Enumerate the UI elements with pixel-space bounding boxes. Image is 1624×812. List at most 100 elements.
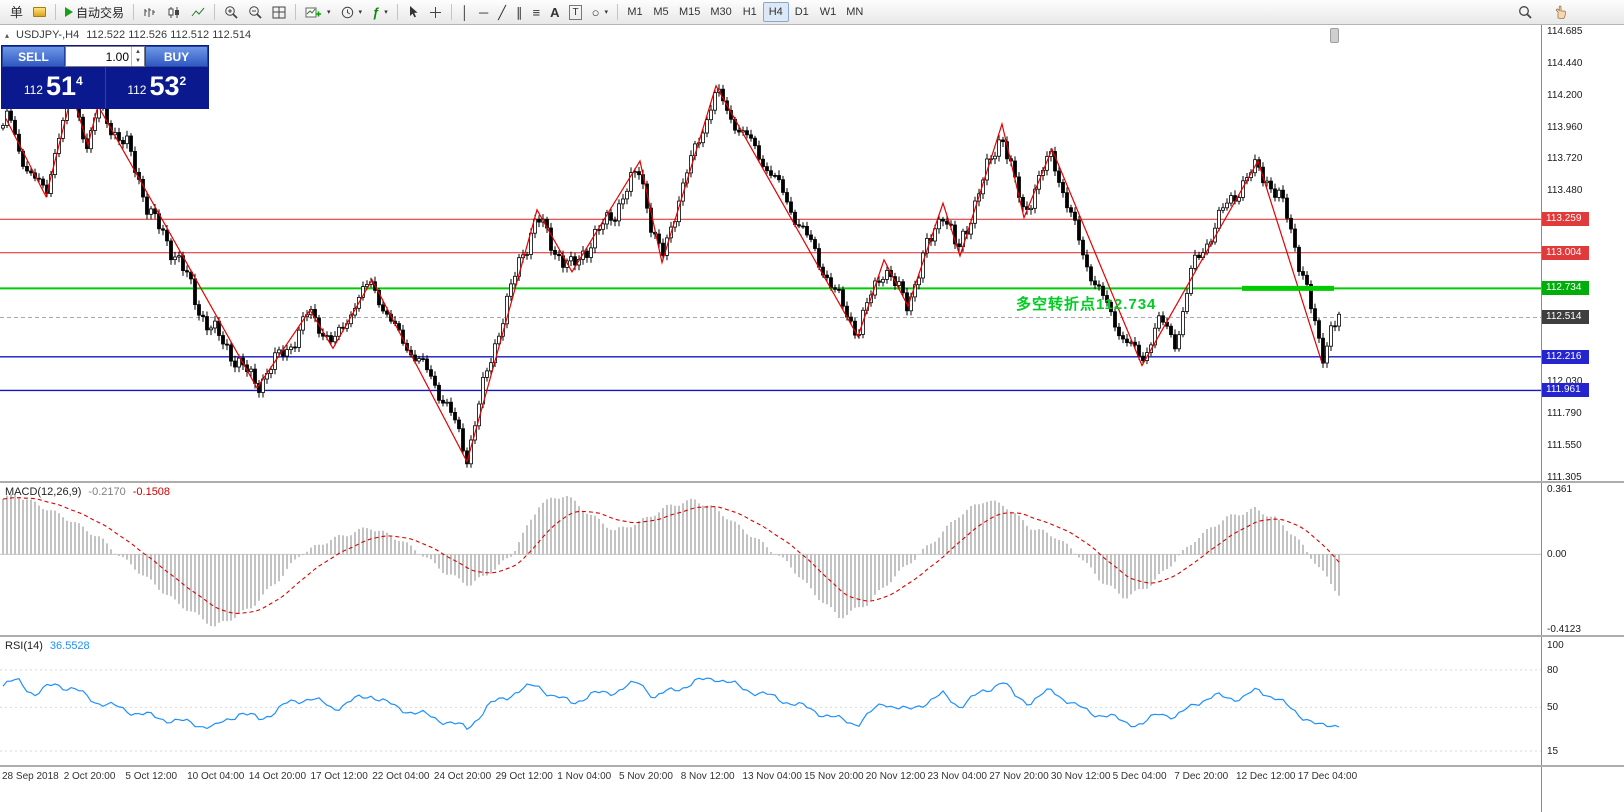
timeframe-button-h4[interactable]: H4 <box>762 2 789 22</box>
hand-cursor-button[interactable] <box>1549 2 1571 22</box>
hand-cursor-icon <box>1555 5 1566 19</box>
timeframe-button-w1[interactable]: W1 <box>819 6 837 18</box>
price-tick-label: 113.720 <box>1547 153 1583 165</box>
buy-price-display[interactable]: 112 53 2 <box>104 67 209 108</box>
macd-pane[interactable]: MACD(12,26,9) -0.2170 -0.1508 <box>0 483 1541 635</box>
rsi-tick-label: 80 <box>1547 664 1559 676</box>
time-tick-label: 30 Nov 12:00 <box>1050 771 1111 782</box>
price-tick-label: 113.960 <box>1547 121 1583 133</box>
cursor-button[interactable] <box>402 2 424 22</box>
rsi-canvas[interactable] <box>0 637 1541 765</box>
toolbar-separator <box>396 4 398 20</box>
time-tick-label: 17 Oct 12:00 <box>310 771 368 782</box>
main-toolbar: 单 自动交易 ▾ ▾ ƒ ▾ │ ─ ╱ ∥ ≡ A T ○ ▾ M1 M5 M15… <box>0 0 1624 25</box>
price-chart-pane[interactable]: ▴ USDJPY-,H4 112.522 112.526 112.512 112… <box>0 25 1541 481</box>
label-tool-button[interactable]: T <box>564 2 586 22</box>
volume-stepper: ▲ ▼ <box>131 47 144 66</box>
volume-value[interactable]: 1.00 <box>105 49 129 64</box>
search-button[interactable] <box>1513 2 1537 22</box>
macd-canvas[interactable] <box>0 483 1541 635</box>
collapse-arrow-icon[interactable]: ▴ <box>5 30 10 40</box>
zoom-in-button[interactable] <box>219 2 243 22</box>
workspace: ▴ USDJPY-,H4 112.522 112.526 112.512 112… <box>0 25 1624 812</box>
buy-price-big: 53 <box>149 71 180 101</box>
timeframe-button-m1[interactable]: M1 <box>627 6 643 18</box>
tile-windows-button[interactable] <box>267 2 291 22</box>
rsi-tick-label: 50 <box>1547 702 1559 714</box>
timeframe-button-d1[interactable]: D1 <box>794 6 809 18</box>
time-tick-label: 5 Oct 12:00 <box>125 771 178 782</box>
fibonacci-button[interactable]: ≡ <box>532 4 541 20</box>
time-tick-label: 17 Dec 04:00 <box>1297 771 1358 782</box>
rsi-tick-label: 100 <box>1547 640 1564 651</box>
time-tick-label: 7 Dec 20:00 <box>1174 771 1229 782</box>
channel-button[interactable]: ∥ <box>515 4 523 20</box>
indicators-dropdown-button[interactable]: ƒ ▾ <box>367 2 393 22</box>
pane-splitter[interactable] <box>0 481 1624 483</box>
buy-button[interactable]: BUY <box>145 46 208 67</box>
pivot-annotation: 多空转折点112.734 <box>1016 296 1157 313</box>
new-order-button[interactable]: 单 <box>5 2 28 22</box>
candlestick-chart-button[interactable] <box>162 2 186 22</box>
pane-splitter[interactable] <box>0 765 1624 767</box>
text-tool-button[interactable]: A <box>550 4 560 20</box>
new-chart-button[interactable]: ▾ <box>300 2 336 22</box>
macd-tick-label: 0.361 <box>1547 484 1573 495</box>
time-axis[interactable]: 28 Sep 2018 2 Oct 20:00 5 Oct 12:00 10 Oct … <box>0 767 1624 812</box>
timeframe-button-m30[interactable]: M30 <box>710 6 732 18</box>
price-badge: 113.259 <box>1542 212 1589 227</box>
gold-stack-icon <box>33 7 47 17</box>
time-tick-label: 10 Oct 04:00 <box>187 771 245 782</box>
volume-input[interactable]: 1.00 ▲ ▼ <box>65 46 145 67</box>
sell-price-sup: 4 <box>76 74 83 88</box>
macd-signal-value: -0.1508 <box>132 486 171 498</box>
line-chart-icon <box>191 7 205 16</box>
pane-splitter[interactable] <box>0 635 1624 637</box>
line-chart-button[interactable] <box>186 2 210 22</box>
price-tick-label: 111.305 <box>1547 472 1582 483</box>
shapes-button[interactable]: ○ ▾ <box>591 4 608 20</box>
time-tick-label: 5 Dec 04:00 <box>1112 771 1167 782</box>
timeframe-button-h1[interactable]: H1 <box>742 6 757 18</box>
timeframe-button-mn[interactable]: MN <box>846 6 864 18</box>
volume-up-button[interactable]: ▲ <box>135 48 141 55</box>
time-tick-label: 23 Nov 04:00 <box>927 771 988 782</box>
orders-button[interactable] <box>28 2 51 22</box>
autotrade-button[interactable]: 自动交易 <box>60 2 129 22</box>
price-axis[interactable]: 114.685 114.440 114.200 113.960 113.720 113.4… <box>1541 25 1624 812</box>
chevron-down-icon: ▾ <box>384 9 388 16</box>
price-tick-label: 111.550 <box>1547 439 1582 451</box>
rsi-label: RSI(14) 36.5528 <box>5 640 90 652</box>
toolbar-separator <box>295 4 297 20</box>
bar-chart-button[interactable] <box>138 2 162 22</box>
price-tick-label: 114.200 <box>1547 89 1583 101</box>
price-chart-canvas[interactable] <box>0 25 1541 481</box>
vertical-line-button[interactable]: │ <box>460 4 469 20</box>
time-tick-label: 14 Oct 20:00 <box>248 771 307 782</box>
price-badge: 112.734 <box>1542 281 1589 296</box>
rsi-tick-label: 15 <box>1547 746 1559 757</box>
volume-down-button[interactable]: ▼ <box>135 58 141 65</box>
buy-price-sup: 2 <box>179 74 187 88</box>
sell-button[interactable]: SELL <box>2 46 65 67</box>
new-chart-icon <box>305 7 322 17</box>
crosshair-button[interactable] <box>424 2 447 22</box>
toolbar-separator <box>214 4 216 20</box>
timeframe-button-m15[interactable]: M15 <box>678 6 701 18</box>
chevron-down-icon: ▾ <box>327 9 331 16</box>
price-tick-label: 112.030 <box>1547 376 1583 388</box>
trendline-button[interactable]: ╱ <box>498 4 506 20</box>
toolbar-separator <box>133 4 135 20</box>
chart-scrollbar-thumb[interactable] <box>1330 28 1339 43</box>
timeframe-button-m5[interactable]: M5 <box>653 6 669 18</box>
zoom-out-icon <box>249 6 262 19</box>
period-dropdown-button[interactable]: ▾ <box>336 2 368 22</box>
time-tick-label: 13 Nov 04:00 <box>742 771 802 782</box>
time-tick-label: 5 Nov 20:00 <box>619 771 673 782</box>
horizontal-line-button[interactable]: ─ <box>478 4 489 20</box>
zoom-out-button[interactable] <box>243 2 267 22</box>
price-tick-label: 113.480 <box>1547 185 1583 196</box>
sell-price-display[interactable]: 112 51 4 <box>2 67 105 108</box>
cursor-icon <box>409 6 418 18</box>
rsi-pane[interactable]: RSI(14) 36.5528 <box>0 637 1541 765</box>
